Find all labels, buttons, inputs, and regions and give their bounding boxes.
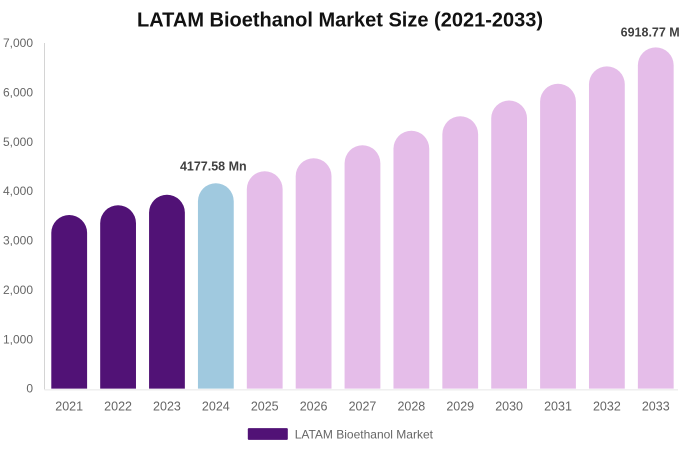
svg-text:2029: 2029 — [446, 400, 474, 414]
svg-text:1,000: 1,000 — [3, 332, 33, 346]
svg-text:2026: 2026 — [300, 400, 328, 414]
svg-text:2028: 2028 — [397, 400, 425, 414]
svg-text:6,000: 6,000 — [3, 86, 33, 100]
svg-text:LATAM Bioethanol Market: LATAM Bioethanol Market — [295, 427, 434, 441]
svg-text:0: 0 — [26, 382, 33, 396]
svg-text:2021: 2021 — [55, 400, 83, 414]
svg-text:2027: 2027 — [349, 400, 377, 414]
svg-text:2,000: 2,000 — [3, 283, 33, 297]
svg-text:2032: 2032 — [593, 400, 621, 414]
svg-text:2030: 2030 — [495, 400, 523, 414]
svg-text:3,000: 3,000 — [3, 234, 33, 248]
svg-text:4177.58 Mn: 4177.58 Mn — [180, 160, 247, 174]
svg-text:2022: 2022 — [104, 400, 132, 414]
svg-text:2025: 2025 — [251, 400, 279, 414]
svg-text:6918.77 Mn: 6918.77 Mn — [621, 25, 680, 39]
svg-text:4,000: 4,000 — [3, 184, 33, 198]
svg-text:LATAM Bioethanol Market Size (: LATAM Bioethanol Market Size (2021-2033) — [137, 10, 543, 32]
svg-text:7,000: 7,000 — [3, 36, 33, 50]
svg-text:5,000: 5,000 — [3, 135, 33, 149]
svg-text:2023: 2023 — [153, 400, 181, 414]
svg-text:2033: 2033 — [642, 400, 670, 414]
svg-text:2031: 2031 — [544, 400, 572, 414]
svg-text:2024: 2024 — [202, 400, 230, 414]
